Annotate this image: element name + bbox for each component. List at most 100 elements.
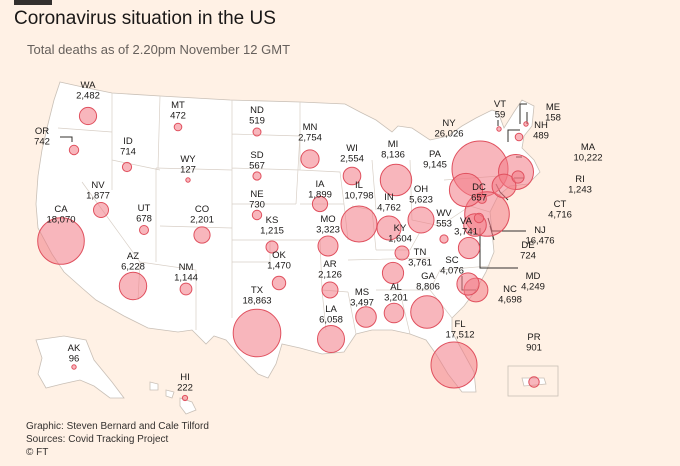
- bubble-nh: [514, 132, 524, 142]
- label-dc-deaths: 657: [471, 193, 487, 204]
- label-ky-code: KY: [394, 223, 407, 234]
- label-sc-code: SC: [445, 255, 458, 266]
- bubble-id: [121, 161, 133, 173]
- label-tn-code: TN: [414, 247, 427, 258]
- bubble-mi: [379, 163, 413, 197]
- label-co-deaths: 2,201: [190, 215, 214, 226]
- bubble-al: [383, 302, 405, 324]
- bubble-ri: [511, 170, 525, 184]
- label-or-code: OR: [35, 126, 49, 137]
- label-ca-deaths: 18,070: [46, 215, 75, 226]
- label-il-deaths: 10,798: [344, 191, 373, 202]
- bubble-de: [473, 212, 485, 224]
- bubble-wy: [185, 177, 191, 183]
- bubble-ia: [311, 195, 329, 213]
- bubble-il: [340, 205, 378, 243]
- bubble-ca: [37, 217, 85, 265]
- label-ct-deaths: 4,716: [548, 210, 572, 221]
- label-nv-code: NV: [91, 180, 105, 191]
- bubble-mn: [300, 149, 320, 169]
- label-wi-code: WI: [346, 143, 358, 154]
- label-de-deaths: 724: [520, 251, 536, 262]
- bubble-va: [457, 236, 481, 260]
- label-mn-code: MN: [303, 122, 318, 133]
- bubble-dc: [477, 194, 487, 204]
- bubble-ak: [71, 364, 77, 370]
- bubble-tx: [232, 308, 282, 358]
- bubble-me: [523, 121, 529, 127]
- source-credit: Sources: Covid Tracking Project: [26, 434, 169, 445]
- label-al-code: AL: [390, 282, 402, 293]
- bubble-pa: [448, 172, 484, 208]
- label-va-code: VA: [460, 216, 473, 227]
- label-hi-code: HI: [180, 372, 190, 383]
- label-in-deaths: 4,762: [377, 203, 401, 214]
- label-mi-deaths: 8,136: [381, 150, 405, 161]
- label-ma-code: MA: [581, 142, 596, 153]
- bubble-fl: [430, 341, 478, 389]
- label-va-deaths: 3,741: [454, 227, 478, 238]
- label-dc-code: DC: [472, 182, 486, 193]
- bubble-mo: [317, 235, 339, 257]
- label-wy-deaths: 127: [180, 165, 196, 176]
- bubble-sd: [252, 171, 262, 181]
- label-oh-deaths: 5,623: [409, 195, 433, 206]
- label-fl-deaths: 17,512: [445, 330, 474, 341]
- label-me-deaths: 158: [545, 113, 561, 124]
- label-de-code: DE: [521, 240, 534, 251]
- label-ga-code: GA: [421, 271, 435, 282]
- bubble-ks: [265, 240, 279, 254]
- label-ok-deaths: 1,470: [267, 261, 291, 272]
- label-az-deaths: 6,228: [121, 262, 145, 273]
- hawaii-land: [149, 381, 197, 415]
- label-pr-code: PR: [527, 332, 540, 343]
- label-ct-code: CT: [554, 199, 567, 210]
- label-tx-code: TX: [251, 285, 264, 296]
- bubble-ct: [491, 173, 517, 199]
- label-mt-code: MT: [171, 100, 185, 111]
- label-vt-code: VT: [494, 99, 506, 110]
- label-vt-deaths: 59: [495, 110, 506, 121]
- bubble-nv: [93, 202, 109, 218]
- label-ak-deaths: 96: [69, 354, 80, 365]
- bubble-az: [118, 271, 148, 301]
- label-md-code: MD: [526, 271, 541, 282]
- bubble-co: [193, 226, 211, 244]
- label-tx-deaths: 18,863: [242, 296, 271, 307]
- bubble-ga: [410, 295, 444, 329]
- label-ne-code: NE: [250, 189, 263, 200]
- label-ks-deaths: 1,215: [260, 226, 284, 237]
- label-mo-deaths: 3,323: [316, 225, 340, 236]
- bubble-mt: [173, 122, 183, 132]
- bubble-ne: [251, 209, 263, 221]
- label-ks-code: KS: [266, 215, 279, 226]
- label-ut-deaths: 678: [136, 214, 152, 225]
- pr-inset-frame: [507, 365, 559, 397]
- label-pa-code: PA: [429, 149, 442, 160]
- label-in-code: IN: [384, 192, 394, 203]
- label-ok-code: OK: [272, 250, 286, 261]
- bubble-ok: [271, 275, 287, 291]
- bubble-oh: [407, 206, 435, 234]
- label-sd-deaths: 567: [249, 161, 265, 172]
- label-ny-code: NY: [442, 118, 456, 129]
- label-ga-deaths: 8,806: [416, 282, 440, 293]
- label-nc-code: NC: [503, 284, 517, 295]
- label-nd-deaths: 519: [249, 116, 265, 127]
- bubble-nd: [252, 127, 262, 137]
- label-wv-code: WV: [436, 208, 452, 219]
- ft-top-bar: [14, 0, 52, 5]
- label-ny-deaths: 26,026: [434, 129, 463, 140]
- label-nj-deaths: 16,476: [525, 236, 554, 247]
- label-co-code: CO: [195, 204, 209, 215]
- label-la-code: LA: [325, 304, 337, 315]
- label-me-code: ME: [546, 102, 560, 113]
- label-sd-code: SD: [250, 150, 263, 161]
- label-fl-code: FL: [454, 319, 465, 330]
- label-pa-deaths: 9,145: [423, 160, 447, 171]
- bubble-ar: [321, 281, 339, 299]
- label-pr-deaths: 901: [526, 343, 542, 354]
- label-nv-deaths: 1,877: [86, 191, 110, 202]
- label-wa-deaths: 2,482: [76, 91, 100, 102]
